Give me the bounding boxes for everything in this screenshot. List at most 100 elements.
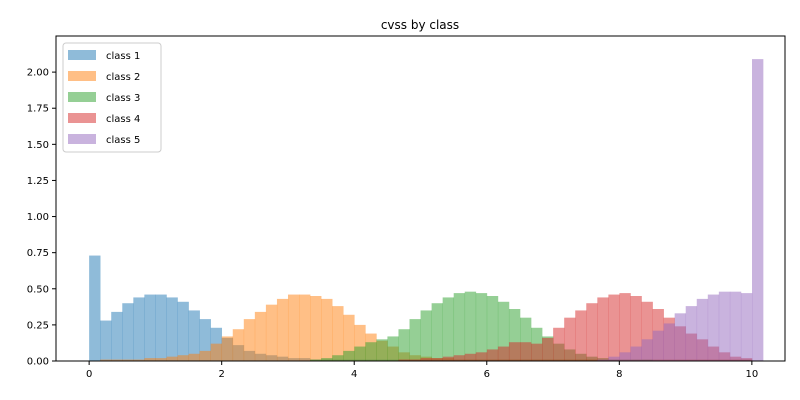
histogram-bar — [420, 310, 432, 361]
histogram-bar — [287, 294, 300, 361]
histogram-bar — [630, 346, 642, 361]
histogram-bar — [221, 336, 234, 361]
histogram-bar — [243, 319, 256, 361]
histogram-bar — [641, 339, 653, 361]
histogram-bar — [685, 306, 698, 361]
x-tick-label: 8 — [616, 369, 622, 380]
x-tick-label: 6 — [484, 369, 490, 380]
histogram-bar — [619, 293, 631, 361]
histogram-bar — [475, 293, 488, 361]
histogram-bar — [497, 346, 510, 361]
histogram-bar — [453, 355, 466, 361]
x-tick-label: 2 — [218, 369, 224, 380]
y-tick-label: 1.50 — [27, 140, 49, 151]
y-tick-label: 0.75 — [27, 248, 49, 259]
histogram-bar — [409, 359, 421, 361]
histogram-bar — [409, 319, 421, 361]
histogram-bar — [431, 358, 443, 361]
histogram-bar — [674, 313, 687, 361]
histogram-bar — [155, 294, 167, 361]
x-axis: 0 2 4 6 8 10 — [86, 361, 758, 380]
histogram-bar — [332, 306, 344, 361]
y-tick-label: 1.75 — [27, 104, 49, 115]
histogram-bar — [464, 291, 477, 361]
legend-box — [62, 42, 162, 153]
y-axis: 0.00 0.25 0.50 0.75 1.00 1.25 1.50 1.75 2.00 — [27, 68, 56, 368]
legend-label: class 1 — [106, 51, 140, 62]
histogram-bar — [597, 359, 609, 361]
histogram-bar — [586, 303, 598, 361]
legend: class 1 class 2 class 3 class 4 class 5 — [62, 42, 162, 153]
histogram-bar — [188, 310, 200, 361]
histogram-bar — [387, 336, 399, 361]
histogram-bar — [398, 329, 410, 361]
y-tick-label: 0.00 — [27, 357, 49, 368]
histogram-bar — [365, 342, 377, 361]
y-tick-label: 0.25 — [27, 320, 49, 331]
histogram-bar — [508, 309, 521, 361]
y-tick-label: 1.00 — [27, 212, 49, 223]
histogram-bar — [597, 297, 609, 361]
histogram-bar — [310, 296, 322, 361]
chart-title: cvss by class — [381, 18, 459, 32]
histogram-bar — [696, 298, 709, 361]
histogram-bar — [254, 311, 267, 361]
histogram-bar — [464, 353, 477, 361]
histogram-bar — [663, 323, 675, 361]
legend-swatch — [68, 71, 96, 81]
histogram-bar — [299, 294, 311, 361]
histogram-bar — [310, 359, 322, 361]
histogram-bar — [177, 301, 189, 361]
histogram-bar — [144, 358, 156, 361]
histogram-bar — [133, 359, 145, 361]
histogram-bar — [752, 59, 764, 362]
histogram-bar — [641, 301, 653, 361]
histogram-bar — [553, 327, 565, 361]
histogram-bar — [122, 303, 134, 361]
axes-frame — [55, 35, 786, 362]
histogram-bar — [376, 339, 388, 361]
legend-label: class 2 — [106, 72, 140, 83]
histogram-bar — [531, 343, 543, 361]
histogram-bar — [276, 298, 289, 361]
histogram-bar — [343, 314, 355, 361]
histogram-bar — [321, 358, 333, 361]
histogram-bar — [188, 353, 200, 361]
legend-label: class 5 — [106, 135, 140, 146]
histogram-bar — [475, 352, 488, 361]
histogram-bar — [619, 352, 631, 361]
histogram-bar — [740, 293, 753, 361]
histogram-bar — [111, 359, 123, 361]
histogram-bar — [442, 297, 455, 361]
legend-swatch — [68, 134, 96, 144]
histogram-bar — [729, 291, 742, 361]
x-tick-label: 10 — [745, 369, 758, 380]
histogram-bar — [321, 298, 333, 361]
legend-swatch — [68, 92, 96, 102]
histogram-bar — [177, 355, 189, 361]
histogram-bar — [497, 301, 510, 361]
histogram-bar — [343, 350, 355, 361]
histogram-bar — [354, 324, 366, 361]
histogram-bar — [575, 310, 587, 361]
histogram-bar — [442, 356, 455, 361]
y-tick-label: 0.50 — [27, 284, 49, 295]
histogram-bar — [199, 319, 211, 361]
histogram-bar — [652, 330, 664, 361]
legend-swatch — [68, 50, 96, 60]
histogram-bar — [265, 304, 278, 361]
histogram-bar — [100, 320, 112, 361]
y-tick-label: 2.00 — [27, 68, 49, 79]
histogram-bar — [122, 359, 134, 361]
x-tick-label: 4 — [351, 369, 357, 380]
histogram-bar — [133, 297, 145, 361]
histogram-bar — [520, 342, 532, 361]
histogram-bar — [398, 359, 410, 361]
histogram-bar — [486, 296, 499, 361]
histogram-bar — [166, 356, 178, 361]
histogram-bar — [210, 343, 223, 361]
histogram-bar — [542, 337, 554, 361]
histogram-bar — [232, 329, 245, 361]
histogram-bar — [508, 342, 521, 361]
legend-label: class 4 — [106, 114, 140, 125]
